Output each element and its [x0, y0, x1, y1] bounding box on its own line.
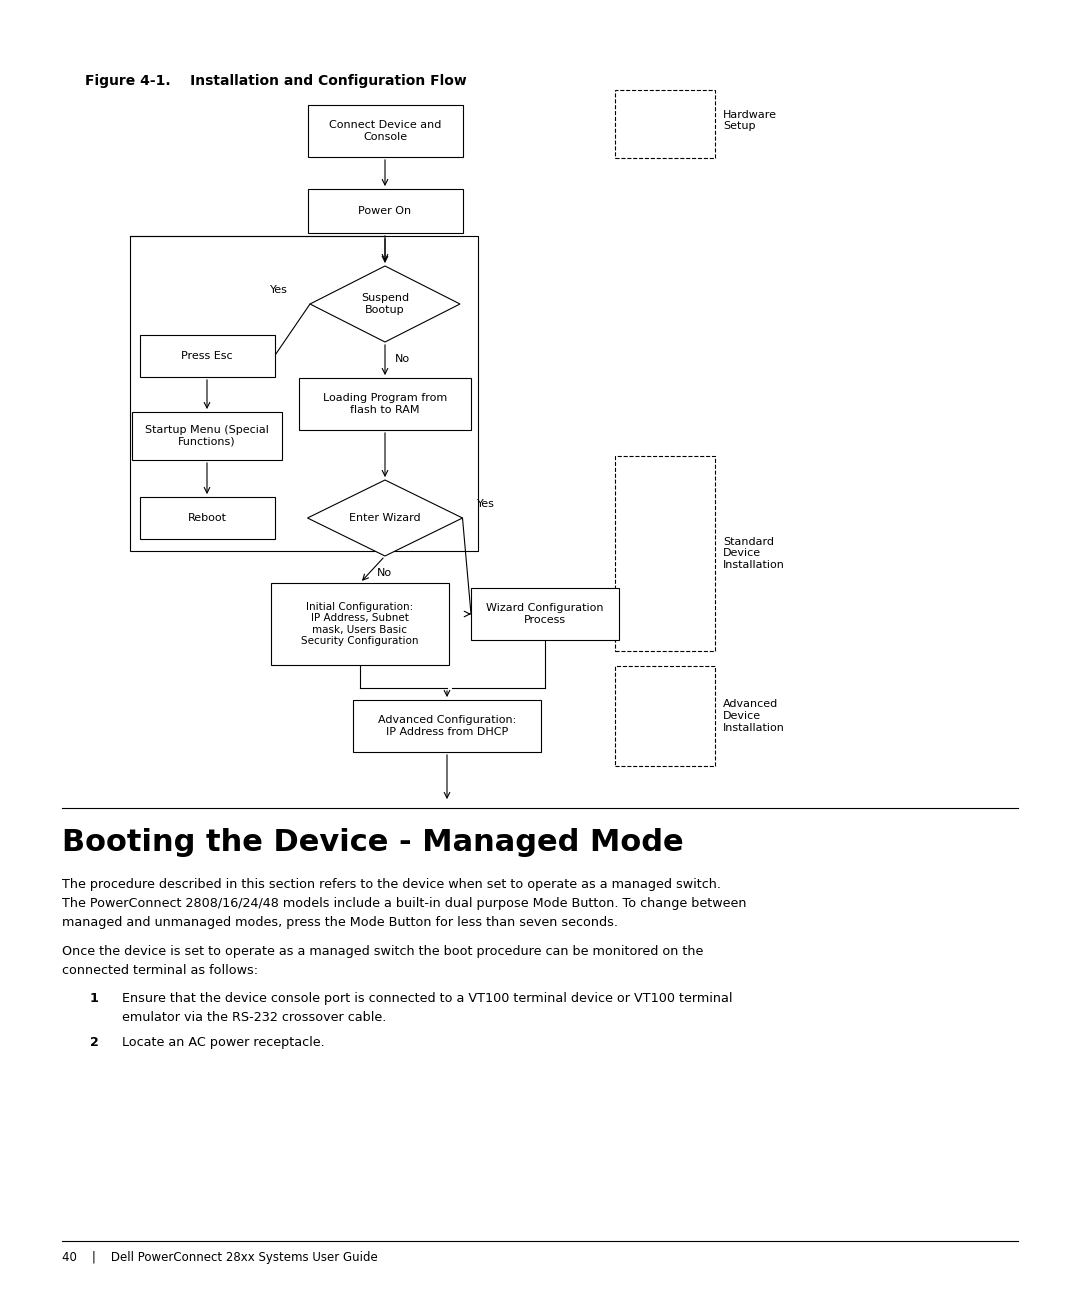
Text: Yes: Yes — [270, 285, 288, 295]
Bar — [615, 666, 715, 766]
Text: Locate an AC power receptacle.: Locate an AC power receptacle. — [122, 1036, 325, 1048]
Text: Advanced
Device
Installation: Advanced Device Installation — [723, 700, 785, 732]
Bar — [308, 105, 462, 157]
Text: Initial Configuration:
IP Address, Subnet
mask, Users Basic
Security Configurati: Initial Configuration: IP Address, Subne… — [301, 601, 419, 647]
Text: No: No — [377, 568, 392, 578]
Text: The PowerConnect 2808/16/24/48 models include a built-in dual purpose Mode Butto: The PowerConnect 2808/16/24/48 models in… — [62, 897, 746, 910]
Text: Connect Device and
Console: Connect Device and Console — [328, 121, 442, 141]
Polygon shape — [310, 266, 460, 342]
Text: connected terminal as follows:: connected terminal as follows: — [62, 963, 258, 976]
Text: Figure 4-1.    Installation and Configuration Flow: Figure 4-1. Installation and Configurati… — [85, 74, 467, 88]
Text: Startup Menu (Special
Functions): Startup Menu (Special Functions) — [145, 425, 269, 447]
Bar — [139, 496, 274, 539]
Text: managed and unmanaged modes, press the Mode Button for less than seven seconds.: managed and unmanaged modes, press the M… — [62, 916, 618, 929]
Text: Reboot: Reboot — [188, 513, 227, 524]
Text: emulator via the RS-232 crossover cable.: emulator via the RS-232 crossover cable. — [122, 1011, 387, 1024]
Text: Suspend
Bootup: Suspend Bootup — [361, 293, 409, 315]
Text: Standard
Device
Installation: Standard Device Installation — [723, 537, 785, 570]
Text: Once the device is set to operate as a managed switch the boot procedure can be : Once the device is set to operate as a m… — [62, 945, 703, 958]
Bar — [615, 456, 715, 651]
Text: Power On: Power On — [359, 206, 411, 216]
Polygon shape — [308, 480, 462, 556]
Bar — [615, 89, 715, 158]
Text: 2: 2 — [90, 1036, 99, 1048]
Text: The procedure described in this section refers to the device when set to operate: The procedure described in this section … — [62, 877, 721, 892]
Text: 40    |    Dell PowerConnect 28xx Systems User Guide: 40 | Dell PowerConnect 28xx Systems User… — [62, 1251, 378, 1264]
Text: Wizard Configuration
Process: Wizard Configuration Process — [486, 603, 604, 625]
Text: Hardware
Setup: Hardware Setup — [723, 110, 777, 131]
Bar — [308, 189, 462, 233]
Text: Press Esc: Press Esc — [181, 351, 233, 362]
Text: Ensure that the device console port is connected to a VT100 terminal device or V: Ensure that the device console port is c… — [122, 991, 732, 1004]
Text: No: No — [395, 354, 410, 364]
Text: Booting the Device - Managed Mode: Booting the Device - Managed Mode — [62, 828, 684, 857]
Text: Loading Program from
flash to RAM: Loading Program from flash to RAM — [323, 393, 447, 415]
Text: Enter Wizard: Enter Wizard — [349, 513, 421, 524]
Bar — [132, 412, 282, 460]
Text: Yes: Yes — [476, 499, 495, 509]
Bar — [130, 236, 477, 551]
Bar — [271, 583, 449, 665]
Bar — [299, 378, 471, 430]
Bar — [471, 588, 619, 640]
Text: Advanced Configuration:
IP Address from DHCP: Advanced Configuration: IP Address from … — [378, 715, 516, 737]
Bar — [139, 334, 274, 377]
Bar — [353, 700, 541, 752]
Text: 1: 1 — [90, 991, 99, 1004]
